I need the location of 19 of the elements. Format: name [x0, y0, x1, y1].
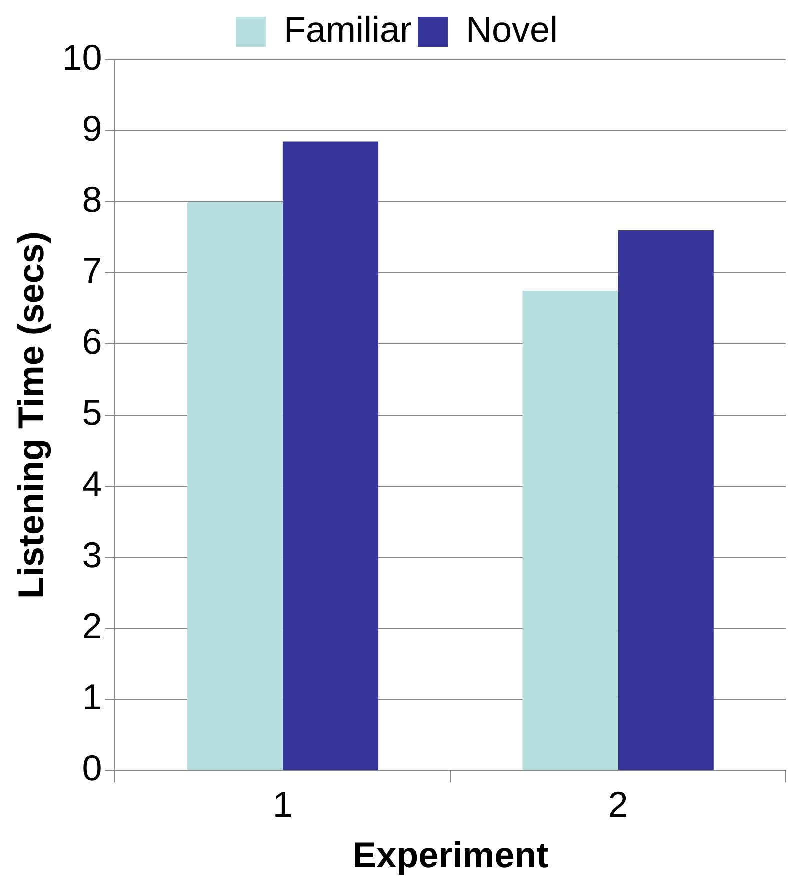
- y-tick-label: 1: [82, 676, 102, 718]
- bar: [282, 142, 379, 770]
- y-tick-label: 5: [82, 392, 102, 434]
- bar: [618, 230, 714, 770]
- y-tick-label: 4: [82, 463, 102, 504]
- legend-label: Novel: [466, 8, 558, 50]
- bar: [187, 202, 283, 770]
- y-tick-label: 7: [82, 250, 102, 292]
- legend-label: Familiar: [284, 8, 412, 50]
- y-tick-label: 0: [82, 748, 102, 789]
- y-tick-label: 3: [82, 534, 102, 576]
- y-tick-label: 10: [62, 36, 102, 78]
- y-tick-label: 8: [82, 179, 102, 220]
- x-axis-title: Experiment: [352, 834, 549, 876]
- bar: [522, 290, 618, 770]
- y-tick-label: 9: [82, 108, 102, 149]
- y-tick-label: 6: [82, 321, 102, 362]
- y-tick-label: 2: [82, 605, 102, 646]
- y-axis-title: Listening Time (secs): [10, 232, 52, 600]
